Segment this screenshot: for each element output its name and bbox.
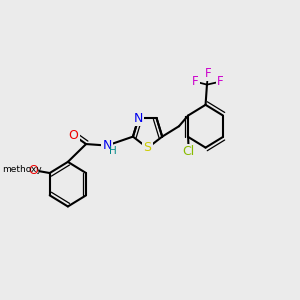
- Text: S: S: [144, 141, 152, 154]
- Text: O: O: [28, 164, 38, 177]
- Text: F: F: [192, 75, 199, 88]
- Text: N: N: [134, 112, 143, 125]
- Text: F: F: [205, 67, 211, 80]
- Text: Cl: Cl: [183, 145, 195, 158]
- Text: O: O: [68, 129, 78, 142]
- Text: N: N: [102, 139, 112, 152]
- Text: F: F: [217, 75, 224, 88]
- Text: methoxy: methoxy: [2, 165, 42, 174]
- Text: H: H: [109, 146, 117, 157]
